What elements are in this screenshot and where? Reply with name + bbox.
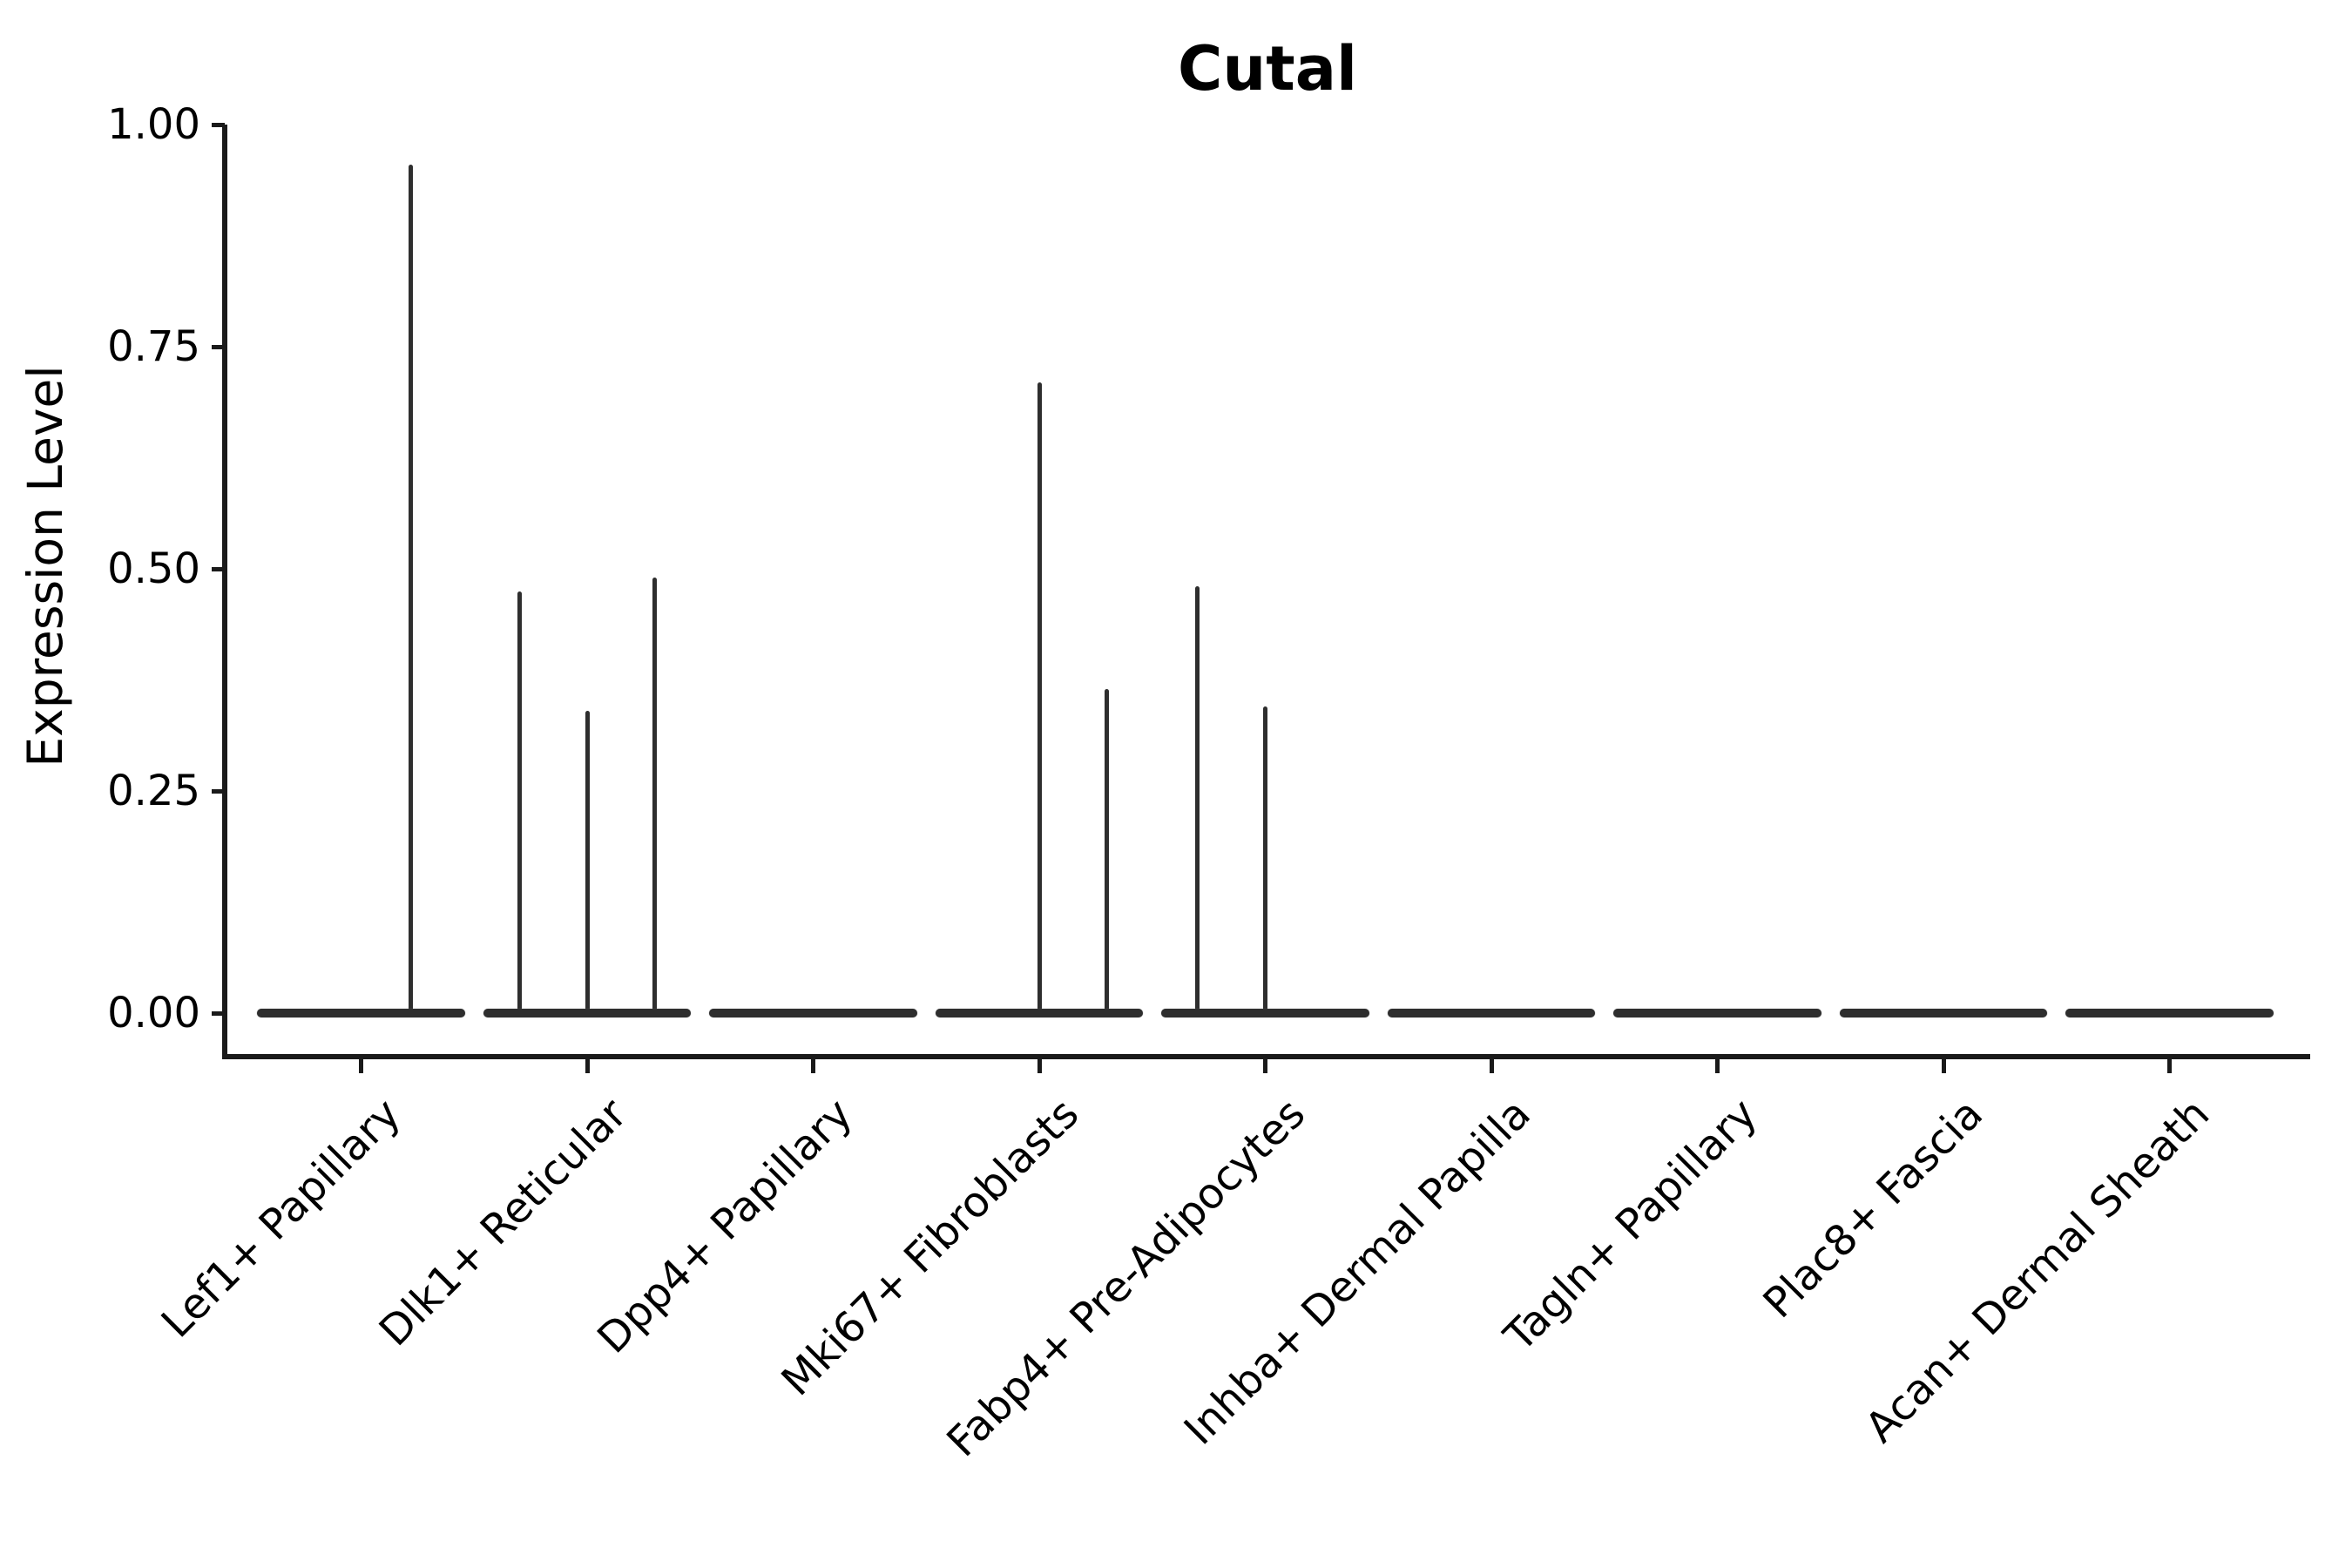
y-tick — [212, 1010, 225, 1016]
x-tick-label: Lef1+ Papillary — [152, 1089, 410, 1348]
x-tick — [1941, 1057, 1946, 1073]
x-tick — [359, 1057, 363, 1073]
x-tick — [1263, 1057, 1267, 1073]
y-axis-spine — [222, 125, 227, 1059]
violin-spike — [1195, 586, 1200, 1017]
violin-body — [257, 1009, 465, 1017]
x-tick — [2167, 1057, 2172, 1073]
violin-body — [1613, 1009, 1821, 1017]
x-tick — [1489, 1057, 1494, 1073]
violin-spike — [652, 578, 658, 1017]
violin-spike — [517, 591, 522, 1017]
x-tick — [585, 1057, 590, 1073]
x-tick — [1037, 1057, 1042, 1073]
violin-spike — [585, 711, 590, 1017]
y-tick-label: 0.25 — [107, 767, 200, 815]
y-tick-label: 0.00 — [107, 989, 200, 1037]
x-tick — [811, 1057, 815, 1073]
violin-body — [483, 1009, 692, 1017]
violin-spike — [409, 164, 414, 1017]
violin-body — [2065, 1009, 2274, 1017]
x-tick — [1715, 1057, 1720, 1073]
violin-body — [1161, 1009, 1369, 1017]
y-tick — [212, 122, 225, 127]
x-tick-label: Dpp4+ Papillary — [588, 1089, 862, 1363]
violin-body — [709, 1009, 917, 1017]
x-tick-label: Plac8+ Fascia — [1754, 1089, 1993, 1328]
y-tick-label: 0.50 — [107, 544, 200, 593]
x-tick-label: Tagln+ Papillary — [1495, 1089, 1767, 1362]
y-tick — [212, 344, 225, 349]
chart-title: Cutal — [1178, 33, 1357, 105]
y-tick-label: 1.00 — [107, 100, 200, 149]
y-tick-label: 0.75 — [107, 322, 200, 371]
violin-body — [1387, 1009, 1596, 1017]
violin-spike — [1105, 688, 1110, 1017]
violin-body — [1839, 1009, 2048, 1017]
y-tick — [212, 788, 225, 794]
violin-spike — [1037, 382, 1042, 1017]
violin-body — [935, 1009, 1144, 1017]
y-tick — [212, 566, 225, 571]
x-tick-label: Dlk1+ Reticular — [369, 1089, 637, 1356]
violin-spike — [1263, 706, 1267, 1017]
